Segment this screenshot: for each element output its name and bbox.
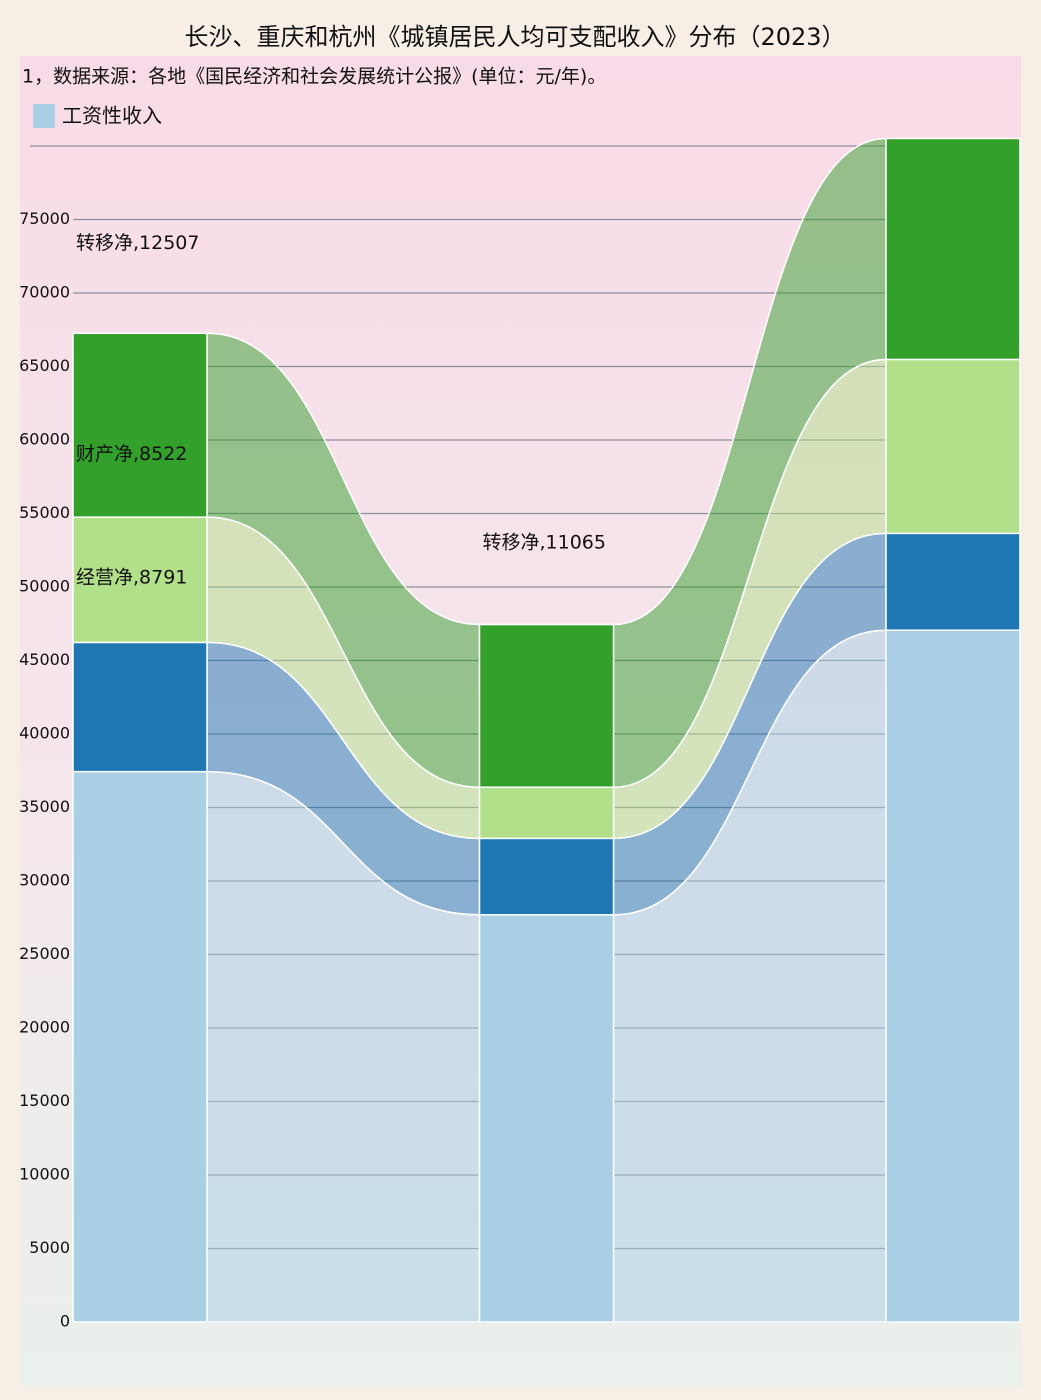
y-tick-label: 65000 — [19, 356, 70, 375]
bar-segment — [885, 137, 1021, 361]
bar-segment — [478, 837, 615, 916]
y-tick-label: 45000 — [19, 650, 70, 669]
labels: 经营净,8791 财产净,8522 转移净,12507 转移净,11065 — [76, 232, 606, 589]
flows — [206, 137, 887, 1323]
y-tick-label: 0 — [60, 1312, 70, 1331]
bar-segment — [478, 786, 615, 840]
legend-swatch — [33, 104, 55, 128]
y-tick-label: 10000 — [19, 1165, 70, 1184]
y-tick-label: 35000 — [19, 797, 70, 816]
bar-segment — [72, 332, 208, 518]
y-tick-label: 75000 — [19, 209, 70, 228]
y-tick-label: 30000 — [19, 871, 70, 890]
bar-segment — [478, 623, 615, 788]
legend-label: 工资性收入 — [62, 104, 162, 128]
bar-segment — [72, 641, 208, 773]
bar-segment — [72, 770, 208, 1323]
y-tick-label: 5000 — [29, 1238, 70, 1257]
data-label: 转移净,11065 — [483, 532, 606, 554]
y-tick-label: 55000 — [19, 503, 70, 522]
y-tick-label: 60000 — [19, 430, 70, 449]
data-label: 转移净,12507 — [76, 232, 199, 254]
chart-subtitle: 1，数据来源：各地《国民经济和社会发展统计公报》(单位：元/年)。 — [22, 66, 606, 88]
y-tick-label: 50000 — [19, 577, 70, 596]
chart-title: 长沙、重庆和杭州《城镇居民人均可支配收入》分布（2023） — [184, 23, 845, 51]
data-label: 财产净,8522 — [76, 443, 187, 465]
y-tick-label: 40000 — [19, 724, 70, 743]
y-tick-label: 15000 — [19, 1091, 70, 1110]
y-tick-label: 25000 — [19, 944, 70, 963]
bar-segment — [72, 516, 208, 644]
y-tick-label: 20000 — [19, 1018, 70, 1037]
bar-segment — [885, 358, 1021, 535]
y-tick-label: 70000 — [19, 283, 70, 302]
bar-segment — [885, 629, 1021, 1323]
bars — [72, 137, 1021, 1323]
data-label: 经营净,8791 — [76, 566, 187, 588]
bar-segment — [885, 532, 1021, 631]
bar-segment — [478, 914, 615, 1323]
